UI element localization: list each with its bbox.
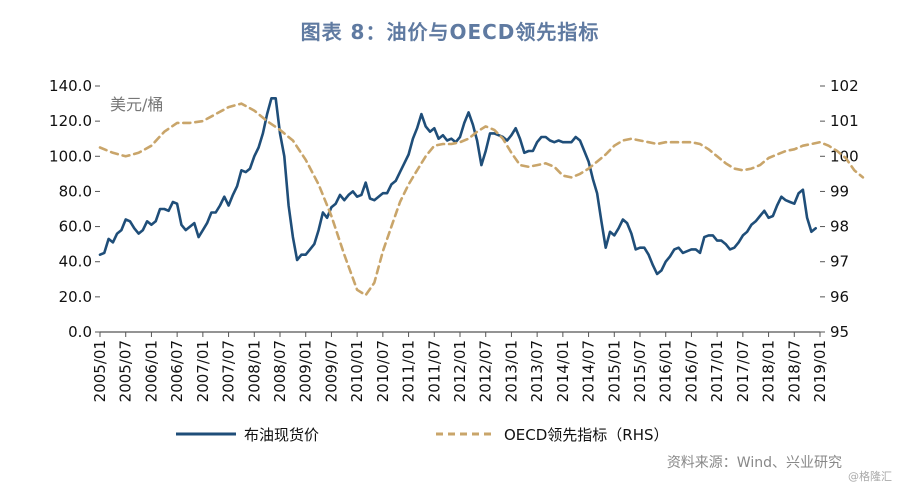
right-tick-label: 102	[830, 77, 859, 95]
series-line-brent-oil	[98, 97, 817, 276]
legend: 布油现货价 OECD领先指标（RHS）	[176, 426, 669, 444]
x-tick-label: 2008/01	[245, 340, 263, 402]
x-tick-label: 2006/01	[142, 340, 160, 402]
x-tick-label: 2010/07	[374, 340, 392, 402]
x-tick-label: 2016/07	[682, 340, 700, 402]
x-tick-label: 2007/01	[194, 340, 212, 402]
legend-label-brent: 布油现货价	[244, 426, 319, 444]
x-tick-label: 2011/01	[400, 340, 418, 402]
x-tick-label: 2014/01	[554, 340, 572, 402]
x-tick-label: 2015/07	[631, 340, 649, 402]
x-tick-label: 2013/01	[502, 340, 520, 402]
series	[98, 97, 865, 297]
x-tick-label: 2006/07	[168, 340, 186, 402]
x-tick-label: 2009/07	[322, 340, 340, 402]
left-axis-unit-label: 美元/桶	[110, 95, 163, 114]
right-tick-label: 95	[830, 323, 849, 341]
right-tick-label: 101	[830, 112, 859, 130]
left-tick-label: 140.0	[49, 77, 92, 95]
x-axis-ticks: 2005/01 2005/07 2006/01 2006/07 2007/01 2007/…	[91, 332, 829, 402]
right-tick-label: 97	[830, 253, 849, 271]
series-line-oecd-leading-indicator	[98, 102, 865, 297]
left-tick-label: 40.0	[59, 253, 92, 271]
x-tick-label: 2013/07	[528, 340, 546, 402]
x-tick-label: 2007/07	[220, 340, 238, 402]
x-tick-label: 2019/01	[811, 340, 829, 402]
left-tick-label: 60.0	[59, 218, 92, 236]
x-tick-label: 2009/01	[297, 340, 315, 402]
x-tick-label: 2011/07	[425, 340, 443, 402]
x-tick-label: 2010/01	[348, 340, 366, 402]
left-tick-label: 20.0	[59, 288, 92, 306]
left-tick-label: 0.0	[68, 323, 92, 341]
left-axis-ticks: 0.0 20.0 40.0 60.0 80.0 100.0 120.0 140.0	[49, 77, 100, 341]
left-tick-label: 120.0	[49, 112, 92, 130]
x-tick-label: 2008/07	[271, 340, 289, 402]
x-tick-label: 2017/07	[734, 340, 752, 402]
x-tick-label: 2005/07	[117, 340, 135, 402]
x-tick-label: 2014/07	[580, 340, 598, 402]
left-tick-label: 100.0	[49, 147, 92, 165]
x-tick-label: 2016/01	[657, 340, 675, 402]
legend-label-oecd: OECD领先指标（RHS）	[504, 426, 669, 444]
x-tick-label: 2012/01	[451, 340, 469, 402]
left-tick-label: 80.0	[59, 182, 92, 200]
x-tick-label: 2005/01	[91, 340, 109, 402]
x-tick-label: 2017/01	[708, 340, 726, 402]
x-tick-label: 2012/07	[477, 340, 495, 402]
x-tick-label: 2018/01	[760, 340, 778, 402]
source-note: 资料来源：Wind、兴业研究	[666, 455, 842, 471]
x-tick-label: 2018/07	[785, 340, 803, 402]
watermark: @格隆汇	[848, 470, 892, 483]
right-tick-label: 99	[830, 182, 849, 200]
chart-title: 图表 8：油价与OECD领先指标	[300, 20, 600, 44]
right-tick-label: 96	[830, 288, 849, 306]
right-tick-label: 98	[830, 218, 849, 236]
x-tick-label: 2015/01	[605, 340, 623, 402]
